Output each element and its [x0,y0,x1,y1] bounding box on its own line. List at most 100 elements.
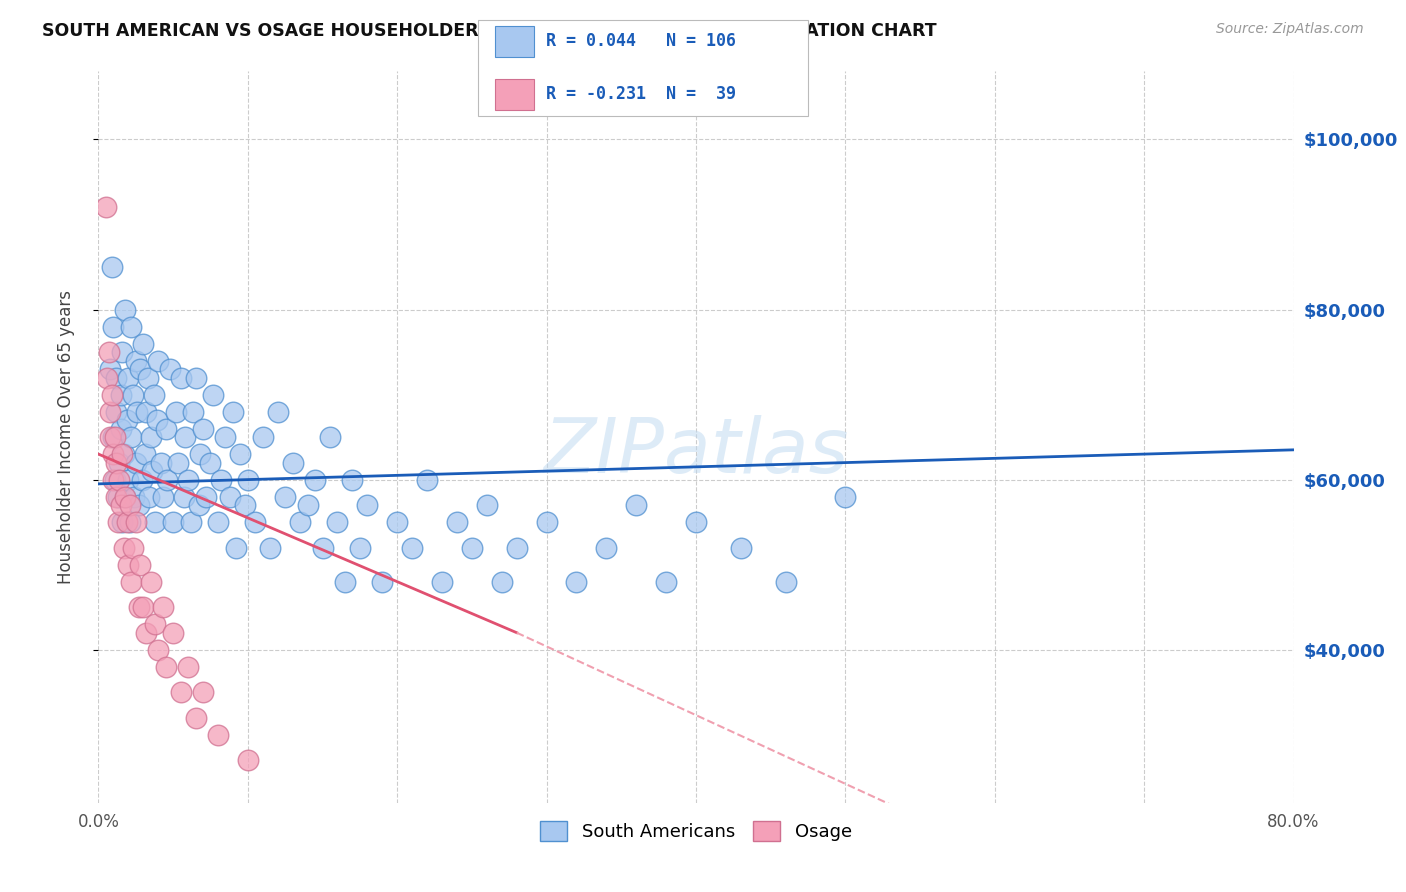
Point [125,456,148,470]
Point [101,260,124,274]
Point [173,490,195,504]
Point [111,447,134,461]
Point [148,353,170,368]
Point [143,515,166,529]
Point [135,625,157,640]
Point [475,498,498,512]
Point [730,541,752,555]
Point [112,447,135,461]
Point [135,404,157,418]
Point [461,541,484,555]
Point [536,515,558,529]
Point [184,711,207,725]
Point [349,541,371,555]
Point [333,574,356,589]
Point [202,387,225,401]
Point [180,515,202,529]
Point [834,490,856,504]
Point [219,490,242,504]
Point [274,490,297,504]
Text: Source: ZipAtlas.com: Source: ZipAtlas.com [1216,22,1364,37]
Point [128,600,150,615]
Legend: South Americans, Osage: South Americans, Osage [533,814,859,848]
Point [141,464,163,478]
Point [430,574,453,589]
Point [125,515,148,529]
Point [98,430,122,444]
Point [134,447,156,461]
Point [104,430,127,444]
Point [177,659,200,673]
Point [304,473,326,487]
Point [96,370,118,384]
Point [103,430,125,444]
Point [371,574,394,589]
Text: ZIPatlas: ZIPatlas [543,415,849,489]
Point [155,659,177,673]
Point [162,515,184,529]
Point [319,430,342,444]
Point [117,558,139,572]
Text: R = 0.044   N = 106: R = 0.044 N = 106 [546,32,735,50]
Point [229,447,252,461]
Point [136,370,159,384]
Point [110,421,132,435]
Point [142,387,165,401]
Point [506,541,529,555]
Point [177,473,200,487]
Point [103,319,125,334]
Point [259,541,281,555]
Point [655,574,678,589]
Point [209,473,232,487]
Point [118,515,141,529]
Point [101,387,124,401]
Point [191,685,214,699]
Point [125,353,148,368]
Point [121,541,143,555]
Point [103,447,125,461]
Point [356,498,378,512]
Point [111,345,134,359]
Point [110,387,132,401]
Point [97,345,120,359]
Point [152,490,174,504]
Point [162,625,184,640]
Point [143,617,166,632]
Point [491,574,513,589]
Point [105,404,128,418]
Text: SOUTH AMERICAN VS OSAGE HOUSEHOLDER INCOME OVER 65 YEARS CORRELATION CHART: SOUTH AMERICAN VS OSAGE HOUSEHOLDER INCO… [42,22,936,40]
Point [110,498,132,512]
Point [207,728,229,742]
Point [174,430,197,444]
Point [117,473,139,487]
Point [416,473,439,487]
Point [104,473,127,487]
Point [200,456,222,470]
Point [385,515,409,529]
Point [184,370,207,384]
Point [107,490,129,504]
Point [129,558,152,572]
Point [94,201,117,215]
Point [166,456,188,470]
Point [105,456,128,470]
Point [267,404,290,418]
Point [214,430,236,444]
Point [114,302,136,317]
Point [108,456,131,470]
Point [155,421,177,435]
Point [120,319,142,334]
Point [565,574,588,589]
Point [626,498,648,512]
Point [128,498,150,512]
Point [159,362,181,376]
Point [150,456,173,470]
Point [139,574,162,589]
Point [446,515,468,529]
Point [114,490,136,504]
Point [115,413,138,427]
Point [114,490,136,504]
Point [112,541,135,555]
Point [281,456,304,470]
Point [165,404,187,418]
